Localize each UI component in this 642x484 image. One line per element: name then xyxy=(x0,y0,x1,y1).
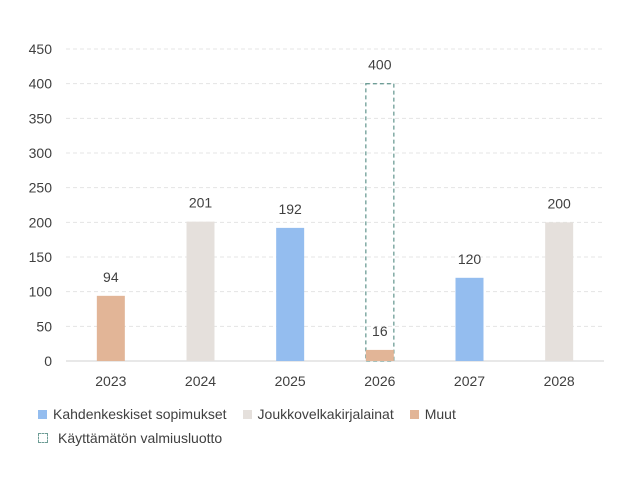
legend-item-kahdenkeskiset: Kahdenkeskiset sopimukset xyxy=(38,406,227,422)
y-axis-ticks: 0 50 100 150 200 250 300 350 400 450 xyxy=(29,41,53,369)
legend-label-muut: Muut xyxy=(424,406,456,422)
bar-chart: 0 50 100 150 200 250 300 350 400 450 400 94 201 192 1… xyxy=(29,41,604,389)
grid-layer xyxy=(66,48,604,362)
data-label-outline-2026: 400 xyxy=(368,57,392,73)
legend-swatch-valmiusluotto xyxy=(38,433,48,443)
x-tick-label-2025: 2025 xyxy=(275,373,306,389)
y-tick-label-200: 200 xyxy=(29,214,53,230)
bar-2023 xyxy=(96,295,125,361)
legend-label-joukkovelkakirjalainat: Joukkovelkakirjalainat xyxy=(257,406,394,422)
x-tick-label-2027: 2027 xyxy=(454,373,485,389)
y-tick-label-150: 150 xyxy=(29,249,53,265)
data-label-2028: 200 xyxy=(547,195,571,211)
bars-layer xyxy=(96,83,574,362)
y-tick-label-0: 0 xyxy=(44,353,52,369)
bar-2025 xyxy=(276,227,305,361)
data-label-2025: 192 xyxy=(278,201,302,217)
y-tick-label-250: 250 xyxy=(29,180,53,196)
bar-2024 xyxy=(186,221,215,361)
data-labels-layer: 400 94 201 192 16 120 200 xyxy=(103,57,571,339)
y-tick-label-100: 100 xyxy=(29,284,53,300)
y-tick-label-450: 450 xyxy=(29,41,53,57)
y-tick-label-350: 350 xyxy=(29,110,53,126)
legend-item-joukkovelkakirjalainat: Joukkovelkakirjalainat xyxy=(242,406,394,422)
x-tick-label-2028: 2028 xyxy=(544,373,575,389)
x-axis-ticks: 2023 2024 2025 2026 2027 2028 xyxy=(95,373,575,389)
legend-swatch-joukkovelkakirjalainat xyxy=(242,409,252,419)
data-label-2024: 201 xyxy=(189,195,213,211)
legend-row-1: Kahdenkeskiset sopimukset Joukkovelkakir… xyxy=(38,402,638,426)
y-tick-label-300: 300 xyxy=(29,145,53,161)
outline-bar-2026 xyxy=(365,83,395,362)
data-label-2026: 16 xyxy=(372,323,388,339)
bar-2027 xyxy=(455,277,484,361)
legend-label-valmiusluotto: Käyttämätön valmiusluotto xyxy=(58,430,223,446)
x-tick-label-2023: 2023 xyxy=(95,373,126,389)
legend: Kahdenkeskiset sopimukset Joukkovelkakir… xyxy=(38,402,638,450)
legend-item-valmiusluotto: Käyttämätön valmiusluotto xyxy=(38,430,222,446)
legend-item-muut: Muut xyxy=(409,406,456,422)
legend-row-2: Käyttämätön valmiusluotto xyxy=(38,426,638,450)
legend-swatch-kahdenkeskiset xyxy=(38,409,47,419)
x-tick-label-2026: 2026 xyxy=(364,373,395,389)
legend-swatch-muut xyxy=(409,409,419,419)
bar-2028 xyxy=(545,222,574,361)
data-label-2027: 120 xyxy=(458,251,482,267)
legend-label-kahdenkeskiset: Kahdenkeskiset sopimukset xyxy=(53,406,227,422)
data-label-2023: 94 xyxy=(103,269,119,285)
y-tick-label-400: 400 xyxy=(29,76,53,92)
bar-2026 xyxy=(365,349,394,361)
x-tick-label-2024: 2024 xyxy=(185,373,216,389)
y-tick-label-50: 50 xyxy=(36,318,52,334)
